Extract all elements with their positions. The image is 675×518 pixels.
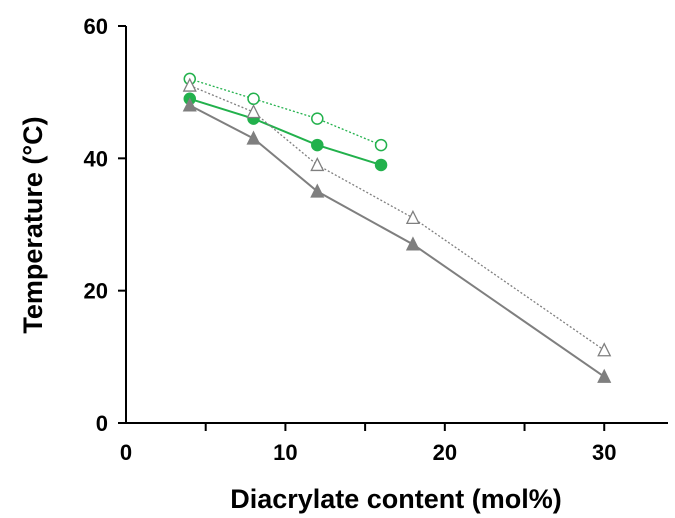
y-tick-label: 60 xyxy=(84,14,108,39)
data-point xyxy=(311,112,324,125)
x-ticks: 0 10 20 30 xyxy=(120,423,616,465)
series-circle-open xyxy=(183,72,388,152)
series-line xyxy=(189,84,605,351)
y-ticks: 0 20 40 60 xyxy=(84,14,126,436)
data-point xyxy=(310,156,325,172)
data-point xyxy=(311,138,324,152)
series-line xyxy=(189,104,605,378)
data-point xyxy=(405,236,420,251)
data-point xyxy=(246,130,261,145)
y-axis-title: Temperature (°C) xyxy=(18,116,48,333)
data-point xyxy=(246,104,261,119)
data-point xyxy=(247,92,260,106)
series-triangle-open xyxy=(182,77,612,357)
data-point xyxy=(182,77,197,92)
series-line xyxy=(189,78,382,146)
series-circle-filled xyxy=(183,92,388,172)
data-point xyxy=(182,97,197,112)
x-tick-label: 20 xyxy=(433,440,457,465)
x-tick-label: 0 xyxy=(120,440,132,465)
series-line xyxy=(189,97,382,166)
data-point xyxy=(405,209,420,225)
series-triangle-filled xyxy=(182,97,612,383)
data-point xyxy=(310,183,325,198)
data-point xyxy=(597,342,612,357)
x-axis-title: Diacrylate content (mol%) xyxy=(230,484,562,514)
data-point xyxy=(374,158,388,172)
axes xyxy=(125,26,668,424)
x-tick-label: 30 xyxy=(592,440,616,465)
y-tick-label: 20 xyxy=(84,279,108,304)
y-tick-label: 0 xyxy=(96,411,108,436)
data-point xyxy=(597,368,612,383)
data-point xyxy=(374,138,388,152)
series-layer xyxy=(182,72,612,383)
x-tick-label: 10 xyxy=(273,440,297,465)
y-tick-label: 40 xyxy=(84,146,108,171)
